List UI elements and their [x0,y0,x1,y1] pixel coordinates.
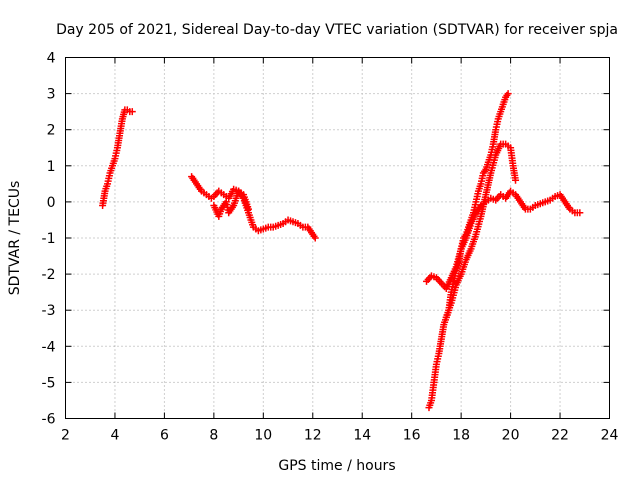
x-tick-label: 4 [110,428,119,444]
x-tick-label: 16 [403,428,421,444]
x-tick-label: 10 [254,428,272,444]
data-points [99,90,584,412]
x-tick-label: 2 [61,428,70,444]
x-tick-label: 22 [551,428,569,444]
y-tick-label: 1 [47,159,56,175]
chart-title: Day 205 of 2021, Sidereal Day-to-day VTE… [56,22,618,38]
y-tick-label: -2 [42,267,56,283]
data-point [512,176,520,184]
x-axis-label: GPS time / hours [278,458,395,474]
y-tick-label: -6 [42,412,56,428]
series-arc-3 [425,90,512,412]
x-tick-label: 14 [353,428,371,444]
series-arc-1 [99,106,136,210]
series-arc-4b [442,140,520,321]
y-tick-label: 0 [47,195,56,211]
grid-lines [65,57,610,419]
data-point [244,205,252,213]
data-point [128,108,136,116]
data-point [576,209,584,217]
data-point [504,90,512,98]
y-tick-label: -1 [42,231,56,247]
data-point [311,234,319,242]
series-arc-2b [210,187,252,220]
y-tick-label: -5 [42,375,56,391]
x-tick-label: 20 [502,428,520,444]
x-tick-label: 6 [160,428,169,444]
x-tick-label: 8 [209,428,218,444]
y-tick-label: 3 [47,87,56,103]
x-tick-label: 24 [601,428,619,444]
y-axis-label: SDTVAR / TECUs [7,181,23,296]
series-arc-2 [188,173,319,242]
y-tick-label: 2 [47,123,56,139]
series-arc-4 [423,187,584,293]
x-tick-label: 18 [452,428,470,444]
y-tick-label: 4 [47,51,56,67]
x-tick-label: 12 [304,428,322,444]
y-tick-label: -3 [42,303,56,319]
y-tick-label: -4 [42,339,56,355]
plot-frame [65,57,610,419]
